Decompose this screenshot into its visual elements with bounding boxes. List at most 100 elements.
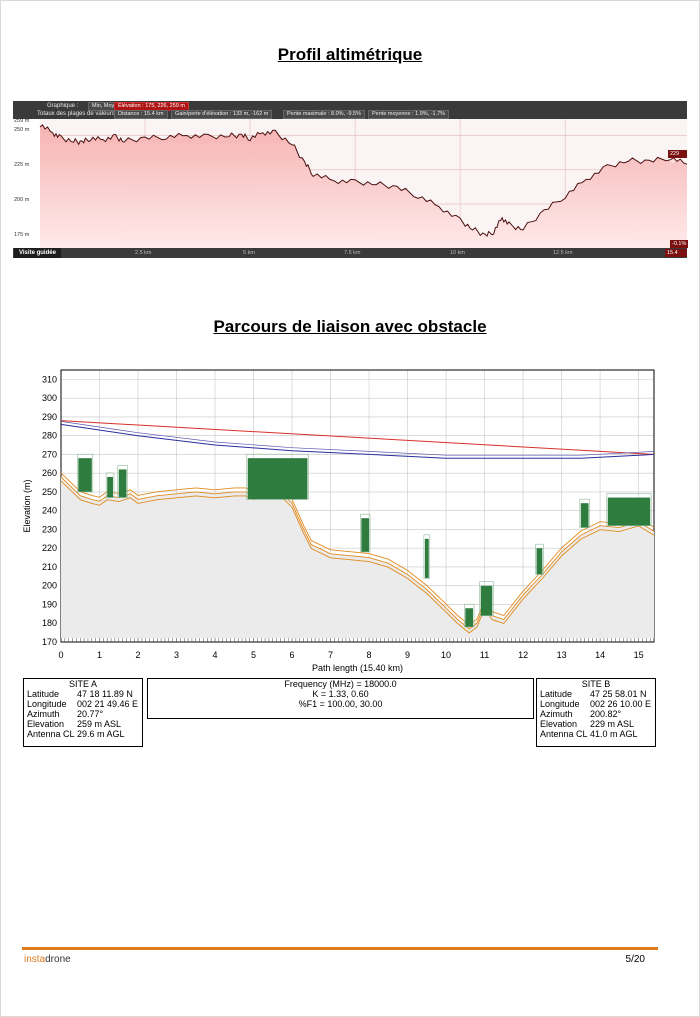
footer-brand: instadrone	[24, 954, 71, 965]
y-tick-175: 175 m	[14, 232, 30, 238]
y-tick-label: 230	[42, 524, 57, 534]
avg-slope-chip: Pente moyenne : 1.9%, -1.7%	[368, 110, 450, 119]
obstacle-outline	[246, 453, 309, 500]
x-tick-label: 15	[634, 650, 644, 660]
earth-curvature-ray	[60, 423, 655, 459]
site-b-row: Longitude 002 26 10.00 E	[540, 699, 652, 709]
y-tick-label: 220	[42, 543, 57, 553]
x-tick-label: 9	[405, 650, 410, 660]
x-tick-label: 6	[290, 650, 295, 660]
y-tick-label: 310	[42, 374, 57, 384]
obstacle-outline	[77, 453, 94, 493]
earth-curvature-ray	[60, 421, 655, 456]
obstacle-outline	[579, 498, 590, 528]
page-number: 5/20	[625, 954, 645, 965]
frequency-text: Frequency (MHz) = 18000.0	[284, 679, 397, 689]
obstacle-layer	[77, 453, 652, 628]
x-tick-label: 0	[58, 650, 63, 660]
y-tick-label: 200	[42, 581, 57, 591]
y-tick-label: 300	[42, 393, 57, 403]
obstacle-outline	[105, 472, 115, 498]
line-of-sight	[60, 420, 655, 455]
fresnel-line	[60, 480, 655, 634]
link-path-title: Parcours de liaison avec obstacle	[213, 317, 487, 336]
obstacle-outline	[479, 581, 494, 617]
elevation-profile-widget[interactable]: Graphique : Min, Moy., Max Élévation : 1…	[13, 101, 689, 264]
y-tick-label: 170	[42, 637, 57, 647]
terrain-layer	[60, 472, 655, 638]
y-tick-label: 210	[42, 562, 57, 572]
end-elevation-badge: 229 m	[668, 150, 687, 165]
max-slope-chip: Pente maximale : 8.0%, -9.5%	[283, 110, 365, 119]
site-a-header: SITE A	[68, 679, 97, 689]
radio-parameters-box: Frequency (MHz) = 18000.0 K = 1.33, 0.60…	[147, 678, 534, 719]
x-tick-label: 13	[557, 650, 567, 660]
ray-lines-layer	[60, 420, 655, 459]
fresnel-line	[60, 472, 655, 626]
obstacle-block	[536, 548, 543, 575]
x-tick-label: 2	[136, 650, 141, 660]
obstacle-block	[607, 497, 651, 526]
x-tick-2-5km: 2.5 km	[135, 250, 152, 256]
obstacle-block	[480, 585, 493, 616]
x-tick-label: 14	[595, 650, 605, 660]
obstacle-block	[580, 503, 589, 528]
site-a-row: Azimuth 20.77°	[27, 709, 104, 719]
obstacle-block	[361, 518, 370, 552]
x-tick-10km: 10 km	[450, 250, 465, 256]
y-tick-label: 260	[42, 468, 57, 478]
y-tick-label: 270	[42, 449, 57, 459]
site-b-box: SITE B Latitude 47 25 58.01 N Longitude 00…	[536, 678, 656, 747]
obstacle-outline	[117, 465, 128, 498]
x-tick-5km: 5 km	[243, 250, 255, 256]
site-b-header: SITE B	[581, 679, 611, 689]
y-tick-259: 259 m	[14, 118, 30, 124]
fresnel-text: %F1 = 100.00, 30.00	[298, 699, 383, 709]
guided-tour-button[interactable]: Visite guidée	[14, 248, 61, 258]
x-tick-label: 11	[480, 650, 489, 660]
x-tick-7-5km: 7.5 km	[344, 250, 361, 256]
x-tick-12-5km: 12.5 km	[553, 250, 573, 256]
obstacle-outline	[464, 603, 475, 628]
y-tick-200: 200 m	[14, 197, 30, 203]
site-b-row: Elevation 229 m ASL	[540, 719, 635, 729]
axis-ticks: 1701801902002102202302402502602702802903…	[42, 374, 655, 660]
x-tick-label: 4	[213, 650, 218, 660]
site-a-row: Longitude 002 21 49.46 E	[27, 699, 139, 709]
elevation-profile-plot[interactable]	[13, 101, 687, 258]
graph-label: Graphique :	[47, 103, 79, 109]
obstacle-block	[107, 476, 113, 498]
range-totals-label: Totaux des plages de valeurs :	[37, 111, 119, 117]
obstacle-block	[424, 538, 429, 579]
y-tick-250: 250 m	[14, 127, 30, 133]
end-distance-badge: 15.4 km	[665, 249, 687, 264]
profile-line	[39, 124, 687, 238]
end-slope-badge: -0.1%	[670, 240, 689, 248]
terrain-area	[61, 476, 654, 638]
site-a-row: Latitude 47 18 11.89 N	[27, 689, 133, 699]
x-axis-label: Path length (15.40 km)	[312, 663, 403, 673]
profile-area	[40, 124, 687, 248]
x-tick-label: 8	[367, 650, 372, 660]
y-tick-label: 250	[42, 487, 57, 497]
site-a-row: Elevation 259 m ASL	[27, 719, 122, 729]
profile-x-axis-bar	[13, 248, 687, 258]
y-tick-label: 180	[42, 618, 57, 628]
y-tick-label: 190	[42, 599, 57, 609]
x-tick-label: 12	[518, 650, 528, 660]
x-tick-label: 7	[328, 650, 333, 660]
y-tick-label: 290	[42, 412, 57, 422]
obstacle-block	[465, 608, 474, 627]
site-b-row: Latitude 47 25 58.01 N	[540, 689, 647, 699]
site-a-row: Antenna CL 29.6 m AGL	[27, 729, 125, 739]
obstacle-outline	[423, 534, 431, 579]
y-tick-225: 225 m	[14, 162, 30, 168]
x-tick-label: 10	[441, 650, 451, 660]
link-path-chart: 1701801902002102202302402502602702802903…	[22, 369, 655, 673]
obstacle-block	[247, 458, 308, 500]
y-axis-label: Elevation (m)	[22, 479, 32, 532]
footer-rule	[22, 947, 658, 950]
obstacle-outline	[606, 493, 652, 526]
distance-chip: Distance : 15.4 km	[114, 110, 168, 119]
elevation-gain-chip: Gain/perte d'élévation : 133 m, -162 m	[171, 110, 273, 119]
